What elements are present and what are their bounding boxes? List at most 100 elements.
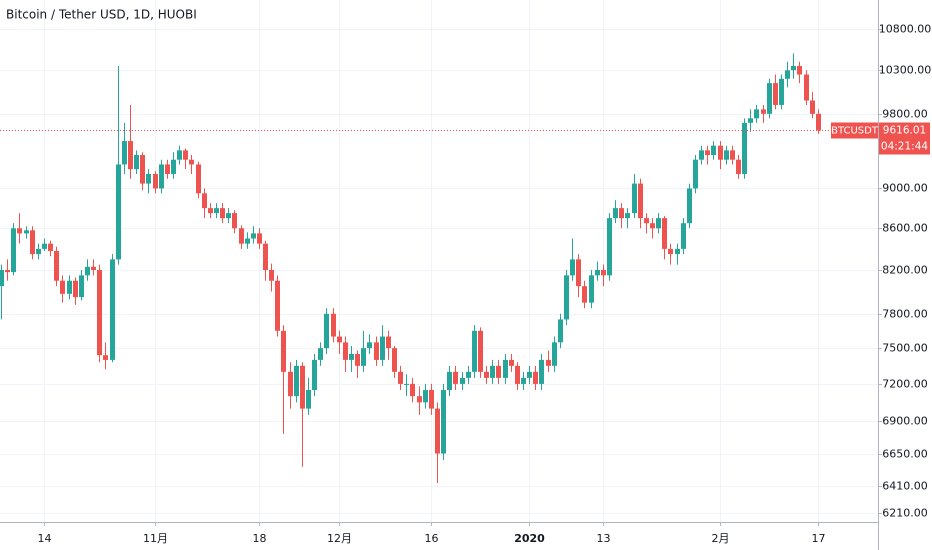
candle-body bbox=[208, 208, 213, 214]
candle-body bbox=[718, 145, 723, 160]
candle-body bbox=[331, 313, 336, 337]
candle-body bbox=[343, 342, 348, 360]
candle-body bbox=[110, 259, 115, 360]
candle-body bbox=[539, 359, 544, 384]
candle-body bbox=[435, 408, 440, 454]
candle-body bbox=[128, 141, 133, 170]
candle-body bbox=[367, 342, 372, 349]
candle-body bbox=[269, 269, 274, 281]
candle-body bbox=[251, 233, 256, 239]
candle-body bbox=[337, 336, 342, 343]
candle-body bbox=[60, 280, 65, 294]
candle-body bbox=[816, 113, 821, 131]
candle-body bbox=[300, 365, 305, 409]
candle-body bbox=[48, 243, 53, 251]
candle-body bbox=[558, 319, 563, 343]
candle-body bbox=[570, 259, 575, 276]
candle-body bbox=[711, 145, 716, 156]
candle-body bbox=[810, 100, 815, 114]
candle-body bbox=[103, 355, 108, 360]
candle-body bbox=[644, 218, 649, 224]
candle-body bbox=[705, 150, 710, 156]
candle-body bbox=[97, 269, 102, 356]
x-tick-label: 12月 bbox=[327, 532, 352, 545]
candle-body bbox=[398, 371, 403, 384]
candle-body bbox=[146, 173, 151, 184]
symbol-label: BTCUSDT bbox=[831, 126, 879, 137]
candle-body bbox=[417, 396, 422, 403]
candle-body bbox=[466, 371, 471, 378]
candle-body bbox=[724, 150, 729, 160]
y-tick-label: 6650.00 bbox=[882, 448, 928, 461]
candle-body bbox=[91, 266, 96, 270]
countdown-label: 04:21:44 bbox=[881, 141, 928, 153]
y-tick-label: 7800.00 bbox=[882, 308, 928, 321]
y-tick-label: 10300.00 bbox=[879, 64, 932, 77]
candle-body bbox=[619, 208, 624, 219]
candle-body bbox=[804, 74, 809, 101]
y-tick-label: 6210.00 bbox=[882, 507, 928, 520]
candle-body bbox=[546, 359, 551, 366]
candle-body bbox=[183, 150, 188, 160]
candle-body bbox=[153, 173, 158, 189]
candle-body bbox=[355, 354, 360, 366]
x-tick-label: 2月 bbox=[712, 532, 730, 545]
candle-body bbox=[687, 188, 692, 224]
candle-body bbox=[30, 230, 35, 255]
candle-body bbox=[386, 336, 391, 349]
candle-body bbox=[17, 228, 22, 234]
candle-body bbox=[441, 390, 446, 454]
candle-body bbox=[85, 266, 90, 276]
candle-body bbox=[257, 233, 262, 244]
candle-body bbox=[73, 280, 78, 298]
y-tick-label: 10800.00 bbox=[879, 23, 932, 36]
candle-body bbox=[349, 354, 354, 360]
candle-body bbox=[410, 383, 415, 397]
candle-body bbox=[791, 66, 796, 71]
candle-body bbox=[79, 275, 84, 298]
candle-body bbox=[214, 208, 219, 214]
candle-body bbox=[521, 377, 526, 384]
candle-body bbox=[730, 150, 735, 160]
candle-body bbox=[177, 150, 182, 160]
last-price-box bbox=[879, 122, 930, 139]
overlay: BTCUSDT 9616.01 04:21:44 bbox=[0, 122, 930, 155]
candle-body bbox=[361, 348, 366, 366]
candle-body bbox=[67, 280, 72, 294]
candle-body bbox=[785, 70, 790, 79]
candle-body bbox=[281, 330, 286, 372]
candle-body bbox=[324, 313, 329, 349]
candle-body bbox=[196, 164, 201, 194]
candle-body bbox=[693, 159, 698, 189]
x-tick-label: 16 bbox=[425, 532, 439, 545]
candle-body bbox=[453, 371, 458, 384]
candle-body bbox=[490, 365, 495, 378]
candle-body bbox=[392, 348, 397, 372]
y-tick-label: 7500.00 bbox=[882, 342, 928, 355]
chart-title: Bitcoin / Tether USD, 1D, HUOBI bbox=[6, 8, 197, 22]
candle-body bbox=[171, 159, 176, 174]
candle-body bbox=[668, 248, 673, 255]
candle-body bbox=[509, 359, 514, 366]
candle-body bbox=[202, 193, 207, 209]
candle-body bbox=[380, 336, 385, 360]
candle-body bbox=[116, 164, 121, 260]
candle-body bbox=[220, 208, 225, 219]
candle-body bbox=[767, 83, 772, 114]
candle-body bbox=[515, 365, 520, 384]
candle-body bbox=[601, 269, 606, 276]
candle-body bbox=[239, 228, 244, 244]
candle-body bbox=[761, 109, 766, 114]
symbol-label-box bbox=[831, 122, 878, 139]
candles bbox=[0, 53, 821, 483]
countdown-box bbox=[879, 138, 930, 155]
candle-body bbox=[773, 83, 778, 105]
y-tick-label: 8600.00 bbox=[882, 222, 928, 235]
candle-body bbox=[429, 390, 434, 409]
y-tick-label: 9000.00 bbox=[882, 182, 928, 195]
candle-body bbox=[675, 248, 680, 255]
candle-body bbox=[263, 243, 268, 270]
last-price-label: 9616.01 bbox=[883, 125, 926, 137]
